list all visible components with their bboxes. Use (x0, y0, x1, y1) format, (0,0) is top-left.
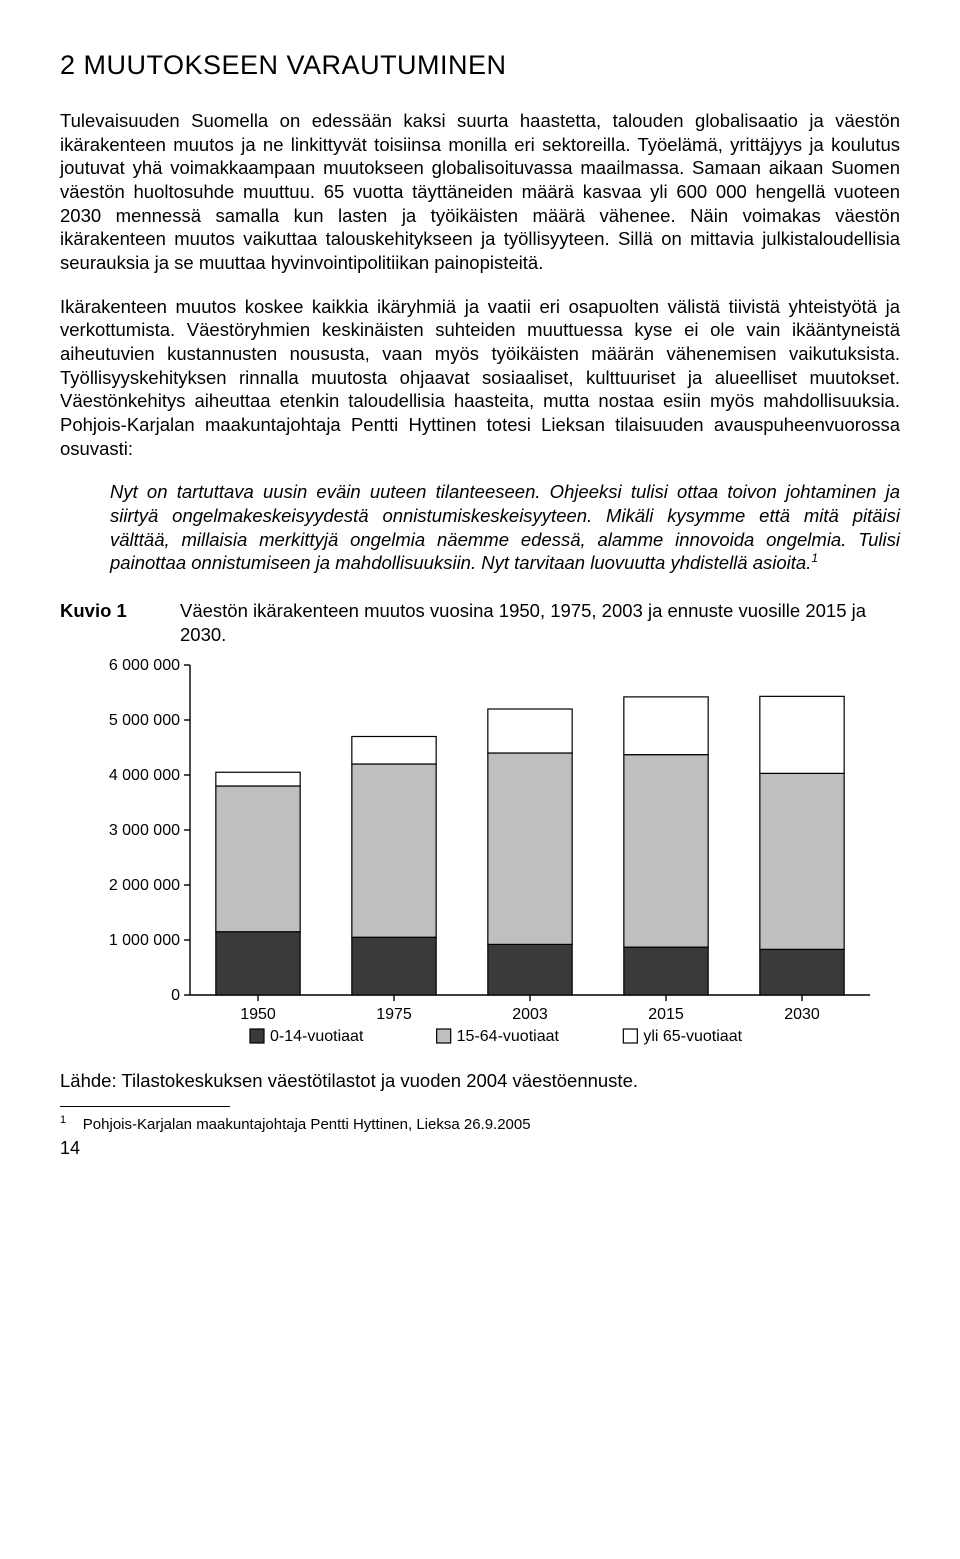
footnote: 1 Pohjois-Karjalan maakuntajohtaja Pentt… (60, 1113, 900, 1135)
quote-text: Nyt on tartuttava uusin eväin uuteen til… (110, 481, 900, 573)
paragraph-1: Tulevaisuuden Suomella on edessään kaksi… (60, 109, 900, 275)
footnote-text: Pohjois-Karjalan maakuntajohtaja Pentti … (83, 1116, 531, 1133)
footnote-rule (60, 1106, 230, 1107)
section-heading: 2 MUUTOKSEEN VARAUTUMINEN (60, 50, 900, 81)
svg-text:2030: 2030 (784, 1006, 820, 1023)
svg-text:2015: 2015 (648, 1006, 684, 1023)
figure-caption: Väestön ikärakenteen muutos vuosina 1950… (180, 599, 900, 646)
footnote-number: 1 (60, 1114, 66, 1126)
block-quote: Nyt on tartuttava uusin eväin uuteen til… (110, 480, 900, 575)
svg-text:0-14-vuotiaat: 0-14-vuotiaat (270, 1028, 364, 1045)
chart-source: Lähde: Tilastokeskuksen väestötilastot j… (60, 1070, 900, 1092)
quote-footnote-ref: 1 (811, 551, 818, 565)
page-number: 14 (60, 1138, 900, 1159)
population-chart: 0 1 000 000 2 000 000 3 000 000 4 000 000 5 0… (90, 655, 900, 1060)
svg-text:5 000 000: 5 000 000 (109, 712, 180, 729)
svg-text:yli 65-vuotiaat: yli 65-vuotiaat (643, 1028, 742, 1045)
figure-label: Kuvio 1 (60, 599, 180, 646)
svg-text:1950: 1950 (240, 1006, 276, 1023)
svg-text:2003: 2003 (512, 1006, 548, 1023)
svg-text:6 000 000: 6 000 000 (109, 657, 180, 674)
svg-text:2 000 000: 2 000 000 (109, 877, 180, 894)
paragraph-2: Ikärakenteen muutos koskee kaikkia ikäry… (60, 295, 900, 461)
svg-text:4 000 000: 4 000 000 (109, 767, 180, 784)
svg-text:15-64-vuotiaat: 15-64-vuotiaat (457, 1028, 560, 1045)
svg-text:0: 0 (171, 987, 180, 1004)
svg-text:1 000 000: 1 000 000 (109, 932, 180, 949)
chart-svg: 0 1 000 000 2 000 000 3 000 000 4 000 000 5 0… (90, 655, 880, 1055)
svg-text:3 000 000: 3 000 000 (109, 822, 180, 839)
svg-text:1975: 1975 (376, 1006, 412, 1023)
